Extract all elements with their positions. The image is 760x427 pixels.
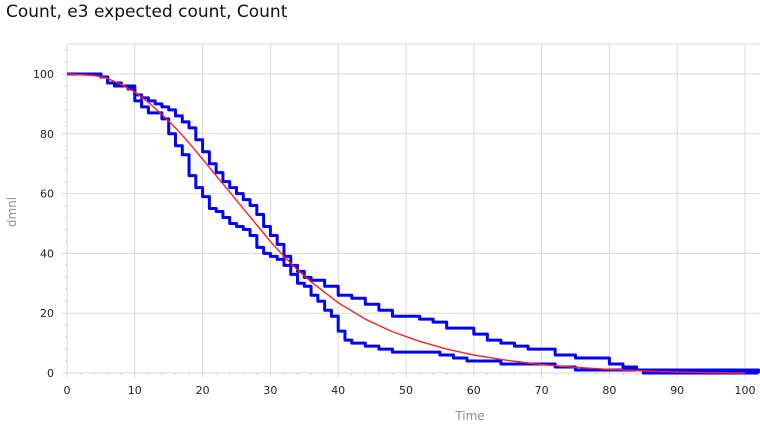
x-tick-label: 50 xyxy=(399,384,413,397)
x-tick-label: 70 xyxy=(535,384,549,397)
y-tick-label: 100 xyxy=(33,68,54,81)
y-axis-label: dmnl xyxy=(5,197,19,227)
x-tick-label: 100 xyxy=(735,384,756,397)
y-tick-label: 60 xyxy=(40,188,54,201)
x-tick-label: 40 xyxy=(331,384,345,397)
x-tick-label: 10 xyxy=(128,384,142,397)
chart-title: Count, e3 expected count, Count xyxy=(6,2,288,22)
x-tick-label: 20 xyxy=(196,384,210,397)
y-tick-label: 80 xyxy=(40,128,54,141)
x-tick-label: 60 xyxy=(467,384,481,397)
x-tick-label: 80 xyxy=(602,384,616,397)
y-tick-label: 0 xyxy=(47,367,54,380)
minor-ticks xyxy=(65,49,732,375)
y-axis-ticks: 0 20 40 60 80 100 xyxy=(33,68,54,380)
count-series-line xyxy=(67,72,760,373)
y-tick-label: 20 xyxy=(40,307,54,320)
series-lines xyxy=(66,72,760,375)
grid-lines xyxy=(62,43,760,378)
x-axis-ticks: 0 10 20 30 40 50 60 70 80 90 100 xyxy=(64,384,756,397)
expected-count-series-line xyxy=(66,73,746,374)
x-tick-label: 0 xyxy=(64,384,71,397)
y-tick-label: 40 xyxy=(40,247,54,260)
x-axis-label: Time xyxy=(454,409,484,423)
x-tick-label: 30 xyxy=(263,384,277,397)
x-tick-label: 90 xyxy=(670,384,684,397)
count-series-line xyxy=(67,72,759,375)
